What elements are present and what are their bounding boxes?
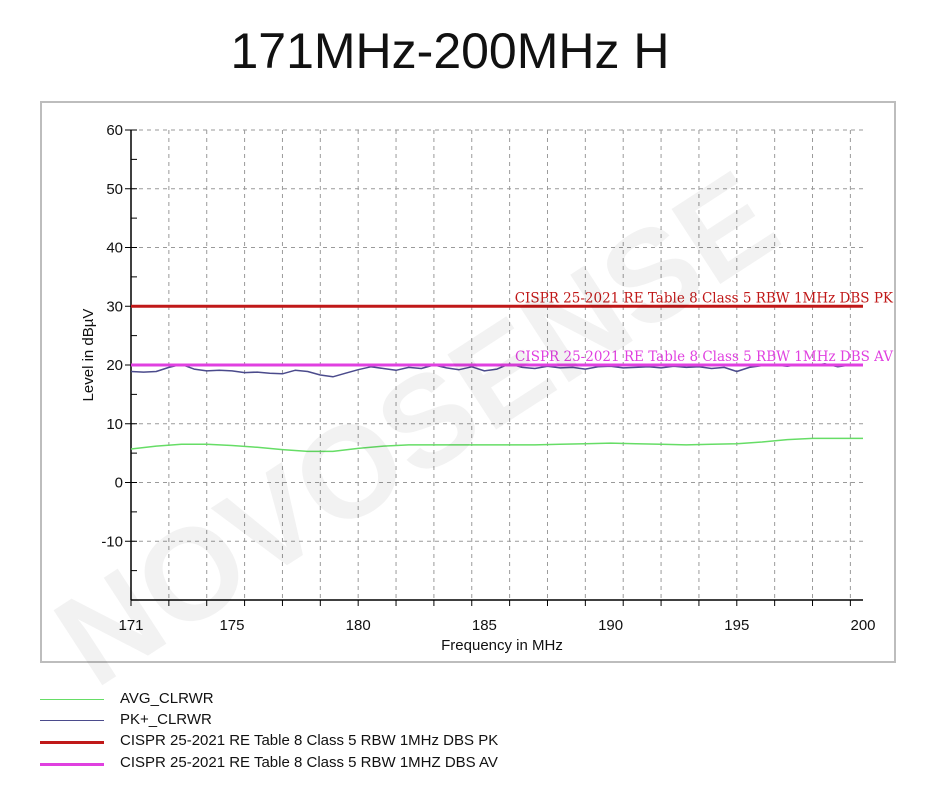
legend-swatch — [40, 720, 104, 721]
y-axis-label: Level in dBµV — [80, 309, 97, 402]
x-tick-label: 171 — [118, 617, 143, 634]
legend-item: CISPR 25-2021 RE Table 8 Class 5 RBW 1MH… — [40, 754, 640, 774]
y-tick-label: -10 — [101, 533, 123, 550]
y-tick-label: 20 — [106, 357, 123, 374]
chart-title: 171MHz-200MHz H — [230, 23, 670, 79]
y-tick-label: 10 — [106, 416, 123, 433]
x-tick-label: 200 — [850, 617, 875, 634]
legend-item: CISPR 25-2021 RE Table 8 Class 5 RBW 1MH… — [40, 732, 640, 752]
legend-label: CISPR 25-2021 RE Table 8 Class 5 RBW 1MH… — [120, 754, 498, 771]
x-tick-label: 190 — [598, 617, 623, 634]
y-tick-label: 50 — [106, 181, 123, 198]
plot-frame — [40, 101, 896, 663]
legend-label: AVG_CLRWR — [120, 690, 214, 707]
legend-label: PK+_CLRWR — [120, 711, 212, 728]
y-tick-label: 60 — [106, 122, 123, 139]
y-tick-label: 40 — [106, 240, 123, 257]
x-tick-label: 185 — [472, 617, 497, 634]
x-tick-label: 175 — [219, 617, 244, 634]
x-tick-label: 195 — [724, 617, 749, 634]
legend-swatch — [40, 763, 104, 766]
limit-pk-label: CISPR 25-2021 RE Table 8 Class 5 RBW 1MH… — [515, 290, 894, 306]
y-tick-label: 30 — [106, 298, 123, 315]
y-tick-label: 0 — [115, 475, 123, 492]
x-tick-label: 180 — [346, 617, 371, 634]
legend-swatch — [40, 741, 104, 744]
limit-av-label: CISPR 25-2021 RE Table 8 Class 5 RBW 1MH… — [515, 349, 893, 365]
legend-swatch — [40, 699, 104, 700]
x-axis-label: Frequency in MHz — [441, 637, 563, 654]
legend-item: PK+_CLRWR — [40, 711, 640, 731]
series-pk-clrwr — [130, 363, 864, 378]
legend-item: AVG_CLRWR — [40, 690, 640, 710]
chart-plot: -10 0 10 20 30 40 50 60 171 175 180 185 190 195 200 Fre… — [80, 122, 894, 654]
series-avg-clrwr — [130, 437, 863, 453]
legend-label: CISPR 25-2021 RE Table 8 Class 5 RBW 1MH… — [120, 732, 499, 749]
